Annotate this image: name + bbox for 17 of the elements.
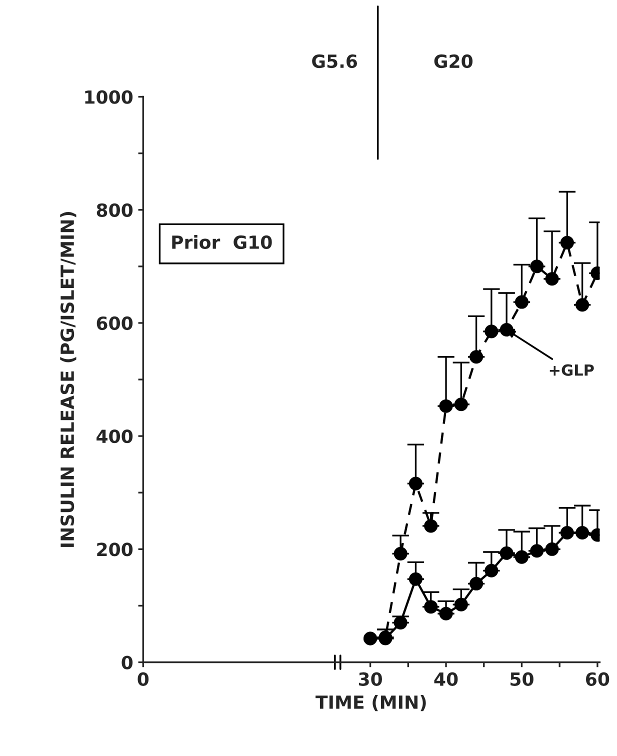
annotation: Prior G10 (172, 235, 272, 250)
y-tick-label: 1000 (85, 90, 133, 104)
x-tick-label: 0 (138, 672, 149, 686)
x-axis-title: TIME (MIN) (316, 695, 426, 712)
annotation: +GLP (550, 364, 594, 376)
x-tick-label: 40 (434, 672, 458, 686)
x-tick-label: 30 (358, 672, 382, 686)
y-tick-label: 200 (97, 542, 133, 556)
x-tick-label: 60 (586, 672, 610, 686)
x-tick-label: 50 (510, 672, 534, 686)
y-axis-title: INSULIN RELEASE (PG/ISLET/MIN) (60, 212, 76, 547)
y-tick-label: 400 (96, 430, 133, 444)
text: G5.6 (312, 54, 358, 68)
y-tick-label: 600 (96, 316, 133, 330)
text: G20 (434, 54, 473, 68)
y-tick-label: 800 (96, 203, 133, 217)
y-tick-label: 0 (122, 656, 133, 670)
